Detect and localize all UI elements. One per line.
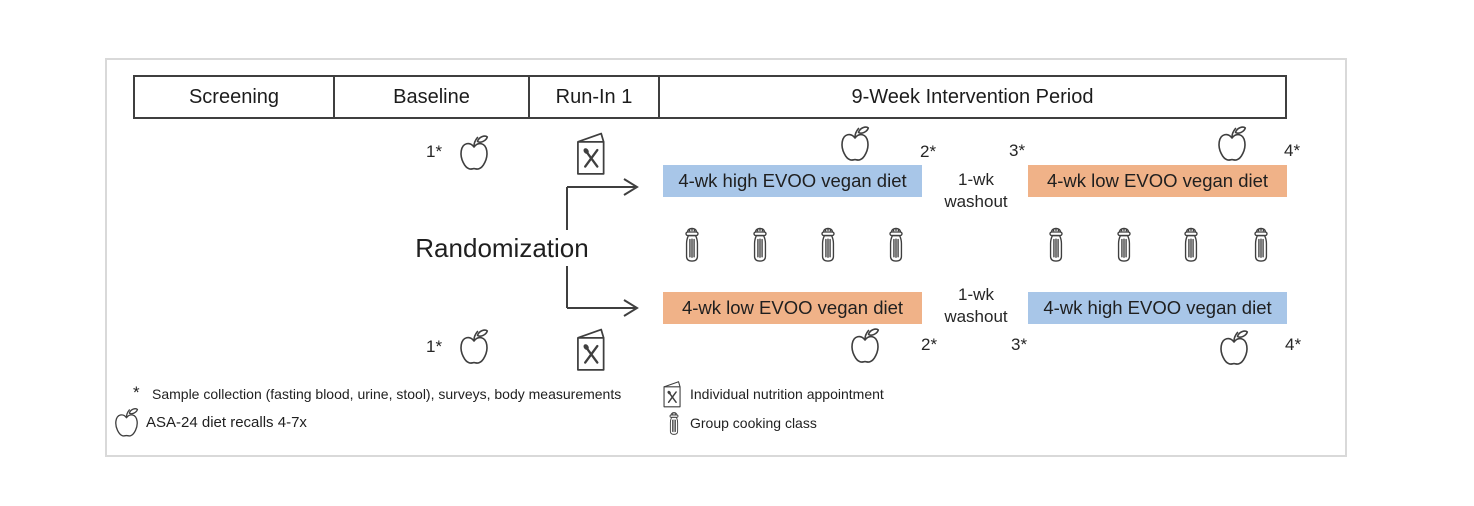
cooking-class-icon <box>1112 221 1136 267</box>
washout-bottom: 1-wk washout <box>931 284 1021 328</box>
cooking-class-icon <box>1249 221 1273 267</box>
figure-frame <box>105 58 1347 457</box>
timepoint-1-bottom: 1* <box>426 337 443 356</box>
washout-line1: 1-wk <box>958 285 994 304</box>
nutrition-appointment-icon <box>662 379 683 408</box>
apple-icon <box>458 328 490 368</box>
timepoint-3-bottom: 3* <box>1011 335 1028 354</box>
diet-box-high-evoo-second: 4-wk high EVOO vegan diet <box>1028 292 1287 324</box>
phase-intervention: 9-Week Intervention Period <box>658 75 1287 119</box>
legend-nutrition-appointment: Individual nutrition appointment <box>690 386 884 402</box>
apple-icon <box>1218 329 1250 369</box>
cooking-class-icon <box>748 221 772 267</box>
nutrition-appointment-icon <box>575 325 608 372</box>
diet-box-low-evoo-second: 4-wk low EVOO vegan diet <box>1028 165 1287 197</box>
cooking-class-icon <box>884 221 908 267</box>
cooking-class-icon <box>1179 221 1203 267</box>
washout-line2: washout <box>944 307 1008 326</box>
timepoint-4-bottom: 4* <box>1285 335 1302 354</box>
apple-icon <box>1216 125 1248 165</box>
timepoint-1-top: 1* <box>426 142 443 161</box>
apple-icon <box>839 125 871 165</box>
cooking-class-icon <box>1044 221 1068 267</box>
legend-sample-collection: Sample collection (fasting blood, urine,… <box>152 386 622 402</box>
apple-icon <box>112 407 141 440</box>
cooking-class-icon <box>666 408 682 438</box>
timepoint-2-top: 2* <box>920 142 937 161</box>
asterisk-marker: * <box>133 383 140 402</box>
legend-cooking-class: Group cooking class <box>690 415 817 431</box>
washout-line1: 1-wk <box>958 170 994 189</box>
nutrition-appointment-icon <box>575 129 608 176</box>
timepoint-2-bottom: 2* <box>921 335 938 354</box>
washout-line2: washout <box>944 192 1008 211</box>
legend-diet-recalls: ASA-24 diet recalls 4-7x <box>146 414 307 431</box>
diet-box-low-evoo-first: 4-wk low EVOO vegan diet <box>663 292 922 324</box>
apple-icon <box>458 134 490 174</box>
phase-baseline: Baseline <box>333 75 530 119</box>
cooking-class-icon <box>816 221 840 267</box>
washout-top: 1-wk washout <box>931 169 1021 213</box>
apple-icon <box>849 327 881 367</box>
diet-box-high-evoo-first: 4-wk high EVOO vegan diet <box>663 165 922 197</box>
randomization-label: Randomization <box>398 230 606 266</box>
phase-screening: Screening <box>133 75 335 119</box>
cooking-class-icon <box>680 221 704 267</box>
timepoint-4-top: 4* <box>1284 141 1301 160</box>
timepoint-3-top: 3* <box>1009 141 1026 160</box>
phase-run-in: Run-In 1 <box>528 75 660 119</box>
